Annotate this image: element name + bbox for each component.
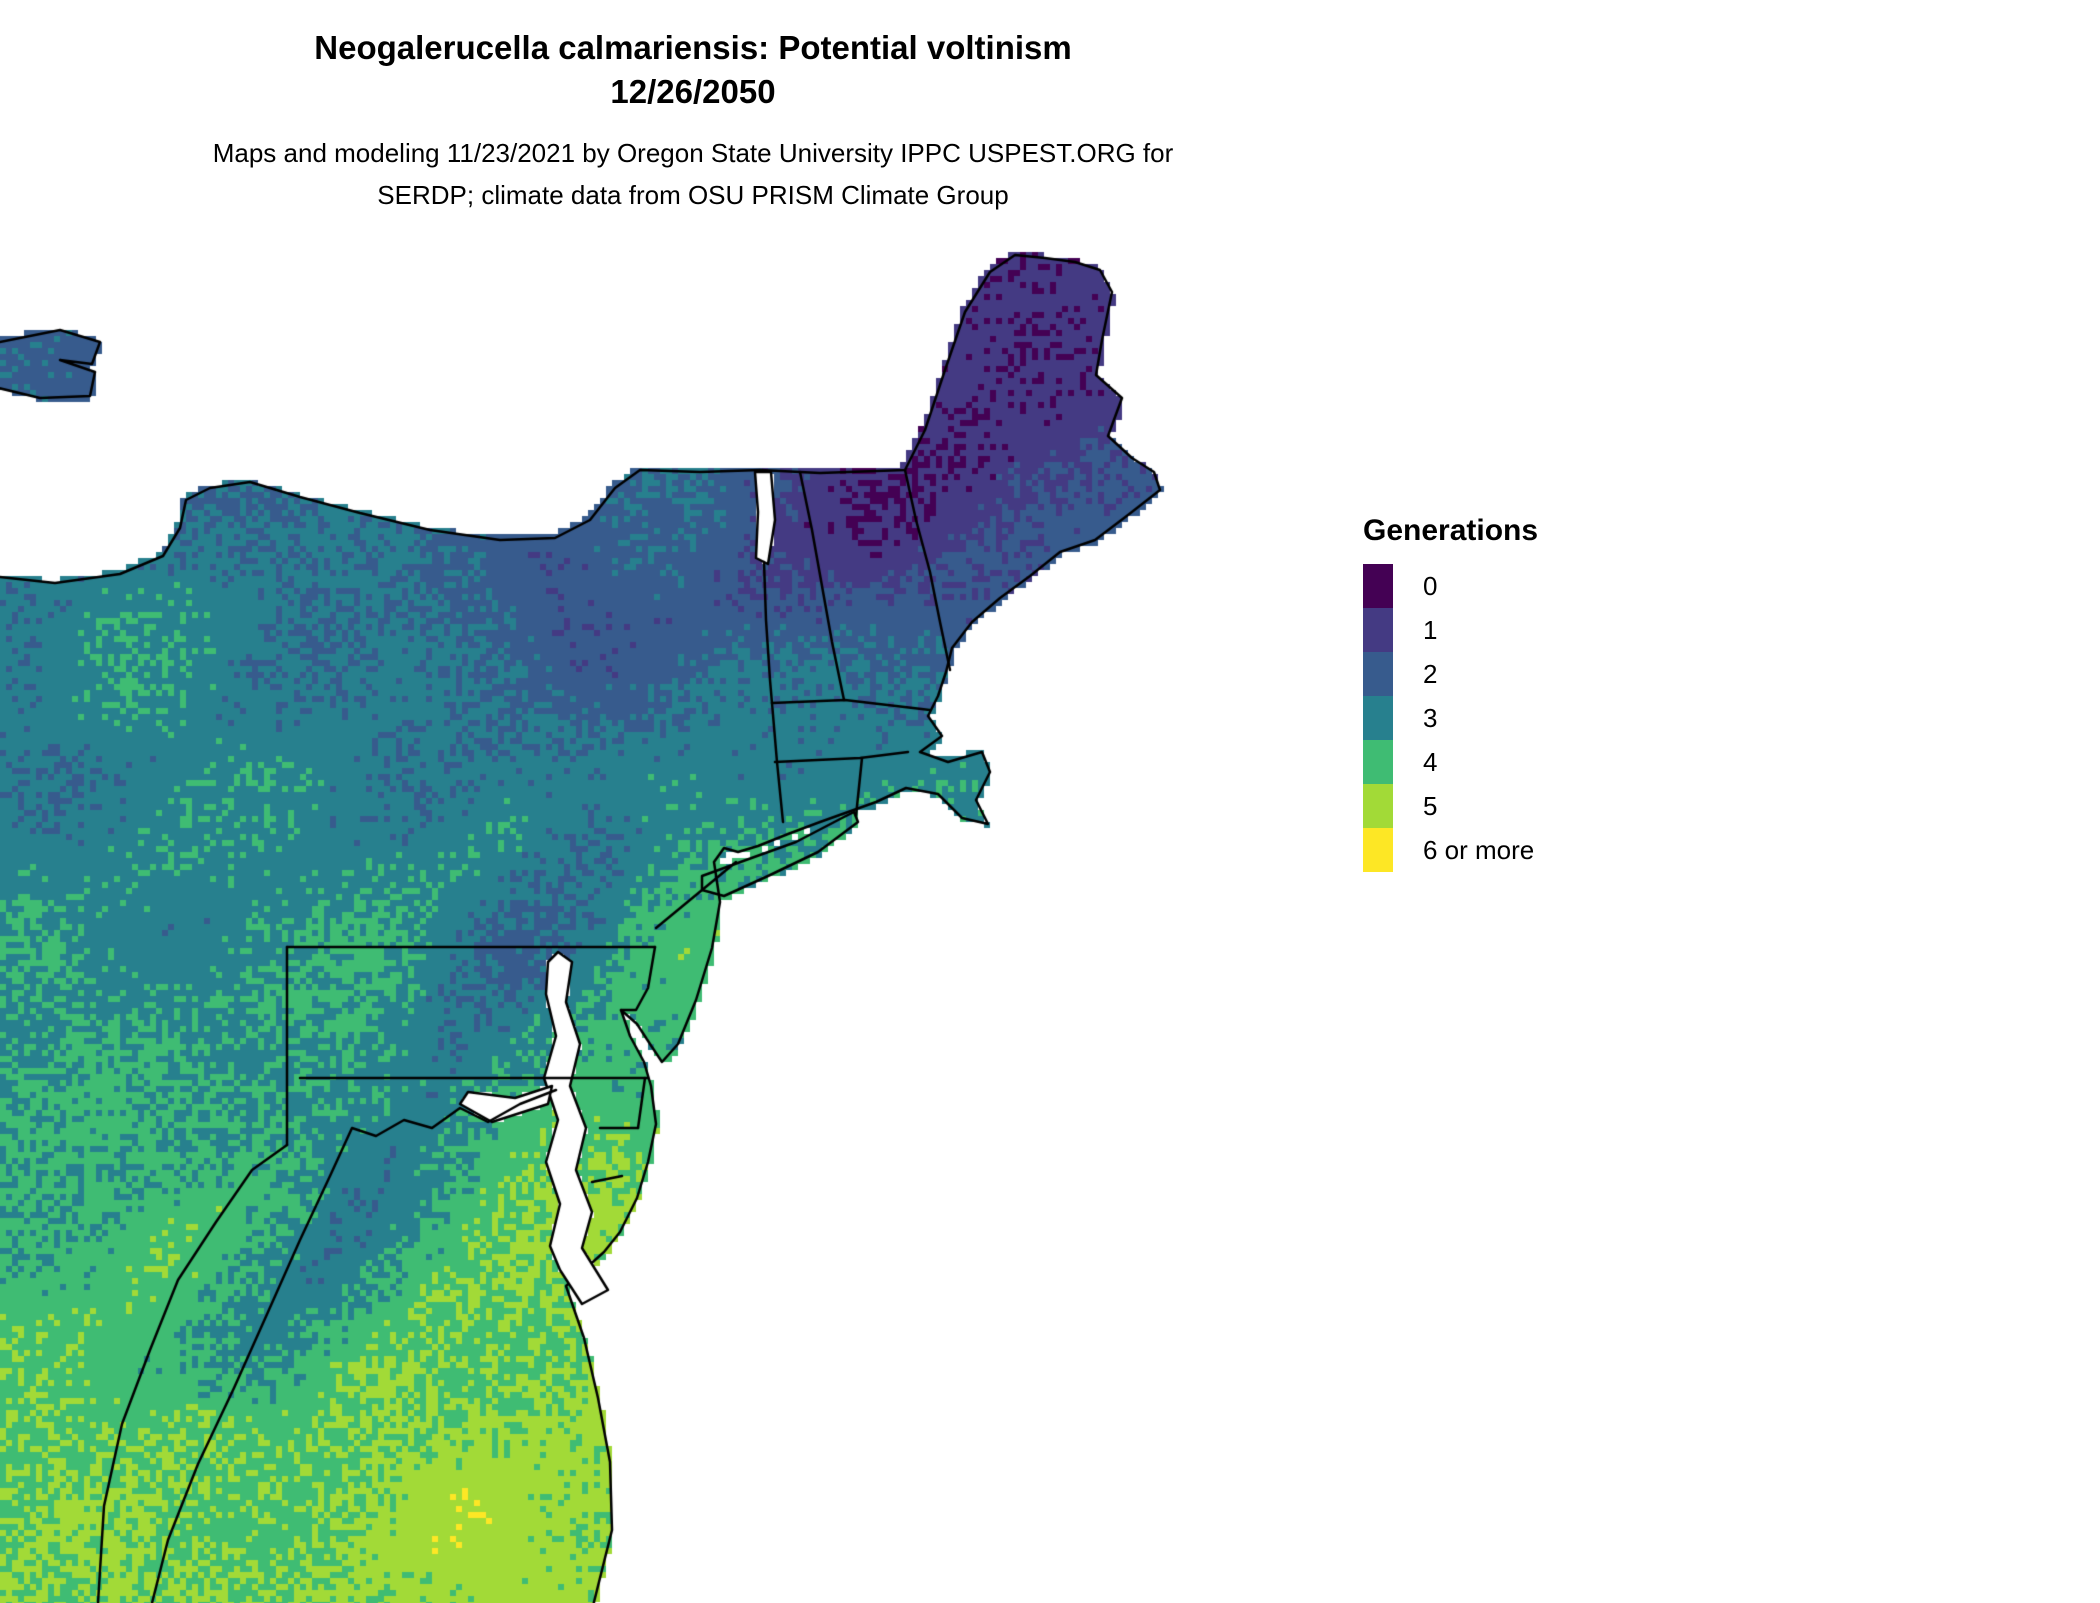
map-title: Neogalerucella calmariensis: Potential v…	[314, 29, 1072, 66]
legend-swatch	[1363, 608, 1393, 652]
legend-label: 5	[1423, 790, 1438, 821]
legend-row: 3	[1363, 696, 1538, 740]
legend-label: 3	[1423, 702, 1438, 733]
legend-label: 4	[1423, 746, 1438, 777]
legend-row: 0	[1363, 564, 1538, 608]
legend-swatch	[1363, 696, 1393, 740]
legend-swatch	[1363, 564, 1393, 608]
map-credits: Maps and modeling 11/23/2021 by Oregon S…	[0, 133, 1386, 216]
legend-row: 5	[1363, 784, 1538, 828]
credit-line-1: Maps and modeling 11/23/2021 by Oregon S…	[212, 138, 1174, 169]
credit-line-2: SERDP; climate data from OSU PRISM Clima…	[377, 179, 1009, 210]
legend-row: 4	[1363, 740, 1538, 784]
legend-items: 0 1 2 3 4 5 6 or more	[1363, 564, 1538, 872]
legend-row: 2	[1363, 652, 1538, 696]
map-date: 12/26/2050	[610, 72, 776, 110]
legend-swatch	[1363, 652, 1393, 696]
legend-swatch	[1363, 784, 1393, 828]
legend-swatch	[1363, 828, 1393, 872]
legend-label: 0	[1423, 570, 1438, 601]
map-header: Neogalerucella calmariensis: Potential v…	[0, 26, 1386, 216]
legend-swatch	[1363, 740, 1393, 784]
legend-row: 6 or more	[1363, 828, 1538, 872]
legend-row: 1	[1363, 608, 1538, 652]
legend-label: 2	[1423, 658, 1438, 689]
legend: Generations 0 1 2 3 4 5 6 or more	[1363, 514, 1538, 872]
legend-title: Generations	[1363, 514, 1539, 547]
legend-label: 6 or more	[1423, 834, 1535, 865]
legend-label: 1	[1423, 614, 1438, 645]
